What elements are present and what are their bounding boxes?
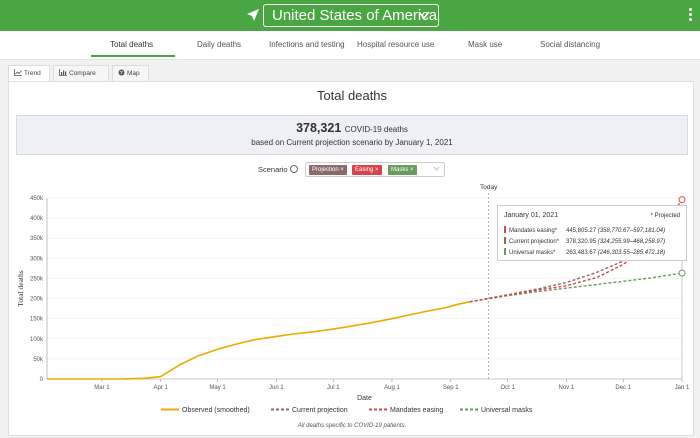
- legend-label: Observed (smoothed): [182, 407, 250, 414]
- x-tick-label: Mar 1: [94, 385, 110, 391]
- bar-chart-icon: [59, 69, 67, 76]
- legend-current-projection[interactable]: Current projection: [271, 407, 348, 414]
- y-tick-label: 50k: [33, 357, 44, 363]
- chip-easing[interactable]: Easing ×: [352, 165, 382, 175]
- y-tick-label: 250k: [30, 276, 44, 282]
- tooltip-row-ci: (358,770.67–597,181.04): [597, 228, 666, 234]
- chevron-down-icon[interactable]: [433, 166, 440, 172]
- end-marker: [678, 196, 686, 204]
- summary-note: based on Current projection scenario by …: [251, 138, 453, 147]
- x-tick-label: Sep 1: [443, 385, 459, 391]
- tooltip-row-label: Current projection*: [509, 239, 560, 245]
- summary-unit: COVID-19 deaths: [344, 125, 408, 134]
- scenario-select[interactable]: Projection × Easing × Masks ×: [305, 162, 445, 177]
- y-tick-label: 450k: [30, 196, 44, 202]
- x-tick-label: Aug 1: [384, 385, 400, 391]
- tab-compare-label: Compare: [69, 70, 96, 77]
- navigation-arrow-icon[interactable]: [246, 8, 260, 22]
- chevron-down-icon: [418, 11, 430, 20]
- tooltip-note: * Projected: [650, 213, 680, 219]
- legend-label: Current projection: [292, 407, 348, 414]
- top-bar: United States of America: [0, 0, 700, 31]
- summary-box: 378,321 COVID-19 deaths based on Current…: [16, 115, 688, 155]
- footnote: All deaths specific to COVID-19 patients…: [297, 423, 407, 429]
- x-tick-label: Oct 1: [500, 385, 515, 391]
- chart-tooltip: January 01, 2021 * Projected Mandates ea…: [497, 205, 687, 261]
- tab-trend[interactable]: Trend: [8, 65, 50, 81]
- active-tab-indicator: [91, 55, 175, 57]
- legend-mandates-easing[interactable]: Mandates easing: [369, 407, 443, 414]
- tab-compare[interactable]: Compare: [53, 65, 109, 81]
- summary-value: 378,321: [296, 121, 342, 135]
- tab-map-label: Map: [127, 70, 140, 77]
- tab-daily-deaths[interactable]: Daily deaths: [197, 40, 242, 49]
- chart-legend: Observed (smoothed) Current projection M…: [9, 407, 695, 417]
- legend-label: Mandates easing: [390, 407, 444, 414]
- scenario-label-text: Scenario: [258, 165, 288, 174]
- tab-hospital-resource-use[interactable]: Hospital resource use: [357, 40, 435, 49]
- legend-observed[interactable]: Observed (smoothed): [161, 407, 250, 414]
- x-tick-label: Jul 1: [327, 385, 340, 391]
- chart-panel: Total deaths 378,321 COVID-19 deaths bas…: [8, 81, 694, 436]
- tab-infections-testing[interactable]: Infections and testing: [269, 40, 345, 49]
- tooltip-date: January 01, 2021: [504, 212, 559, 219]
- tooltip-row-value: 263,483.67: [566, 250, 597, 256]
- line-chart-icon: [14, 69, 22, 76]
- x-tick-label: Apr 1: [154, 385, 169, 391]
- y-tick-label: 0: [40, 377, 44, 383]
- panel-title: Total deaths: [316, 88, 388, 103]
- section-nav: Total deaths Daily deaths Infections and…: [0, 31, 700, 60]
- x-tick-label: Jun 1: [269, 385, 284, 391]
- tooltip-row-ci: (324,255.99–468,258.97): [597, 239, 666, 245]
- chip-easing-label: Easing: [355, 167, 374, 173]
- y-tick-label: 350k: [30, 236, 44, 242]
- tab-trend-label: Trend: [24, 70, 41, 77]
- tooltip-row-label: Mandates easing*: [509, 228, 558, 234]
- today-label: Today: [480, 184, 498, 191]
- y-tick-label: 400k: [30, 216, 44, 222]
- country-selector[interactable]: United States of America: [263, 4, 439, 27]
- tab-mask-use[interactable]: Mask use: [468, 40, 503, 49]
- chip-masks[interactable]: Masks ×: [388, 165, 417, 175]
- tab-total-deaths[interactable]: Total deaths: [110, 40, 154, 49]
- total-deaths-chart: 0 50k 100k 150k 200k 250k 300k 350k 400k 450k Mar …: [16, 184, 690, 402]
- tooltip-row: Current projection* 378,320.95 (324,255.9…: [504, 237, 665, 245]
- x-axis-title: Date: [357, 395, 372, 402]
- y-tick-label: 100k: [30, 337, 44, 343]
- tooltip-row-ci: (246,303.55–285,472.18): [597, 250, 666, 256]
- tooltip-row: Universal masks* 263,483.67 (246,303.55–2…: [504, 248, 665, 256]
- x-tick-label: Nov 1: [559, 385, 575, 391]
- globe-icon: [118, 69, 125, 76]
- chip-projection-label: Projection: [312, 167, 339, 173]
- kebab-menu-icon[interactable]: [689, 8, 693, 23]
- x-tick-label: Dec 1: [615, 385, 631, 391]
- y-tick-label: 300k: [30, 256, 44, 262]
- chip-masks-label: Masks: [391, 167, 409, 173]
- series-universal-masks: [469, 272, 683, 303]
- info-icon[interactable]: [289, 165, 298, 173]
- y-tick-label: 200k: [30, 297, 44, 303]
- tab-social-distancing[interactable]: Social distancing: [540, 40, 601, 49]
- country-name: United States of America: [272, 7, 438, 24]
- x-tick-label: May 1: [209, 385, 226, 391]
- x-tick-label: Jan 1: [675, 385, 690, 391]
- tooltip-row: Mandates easing* 445,805.27 (358,770.67–5…: [504, 226, 665, 234]
- series-observed: [47, 301, 470, 380]
- y-tick-label: 150k: [30, 317, 44, 323]
- tooltip-row-value: 378,320.95: [566, 239, 597, 245]
- y-axis-title: Total deaths: [16, 270, 25, 306]
- scenario-label: Scenario: [258, 165, 298, 174]
- tooltip-row-value: 445,805.27: [566, 228, 597, 234]
- tooltip-row-label: Universal masks*: [509, 250, 556, 256]
- tab-map[interactable]: Map: [112, 65, 149, 81]
- legend-label: Universal masks: [481, 407, 533, 414]
- chip-projection[interactable]: Projection ×: [309, 165, 347, 175]
- legend-universal-masks[interactable]: Universal masks: [460, 407, 532, 414]
- end-marker: [678, 269, 686, 277]
